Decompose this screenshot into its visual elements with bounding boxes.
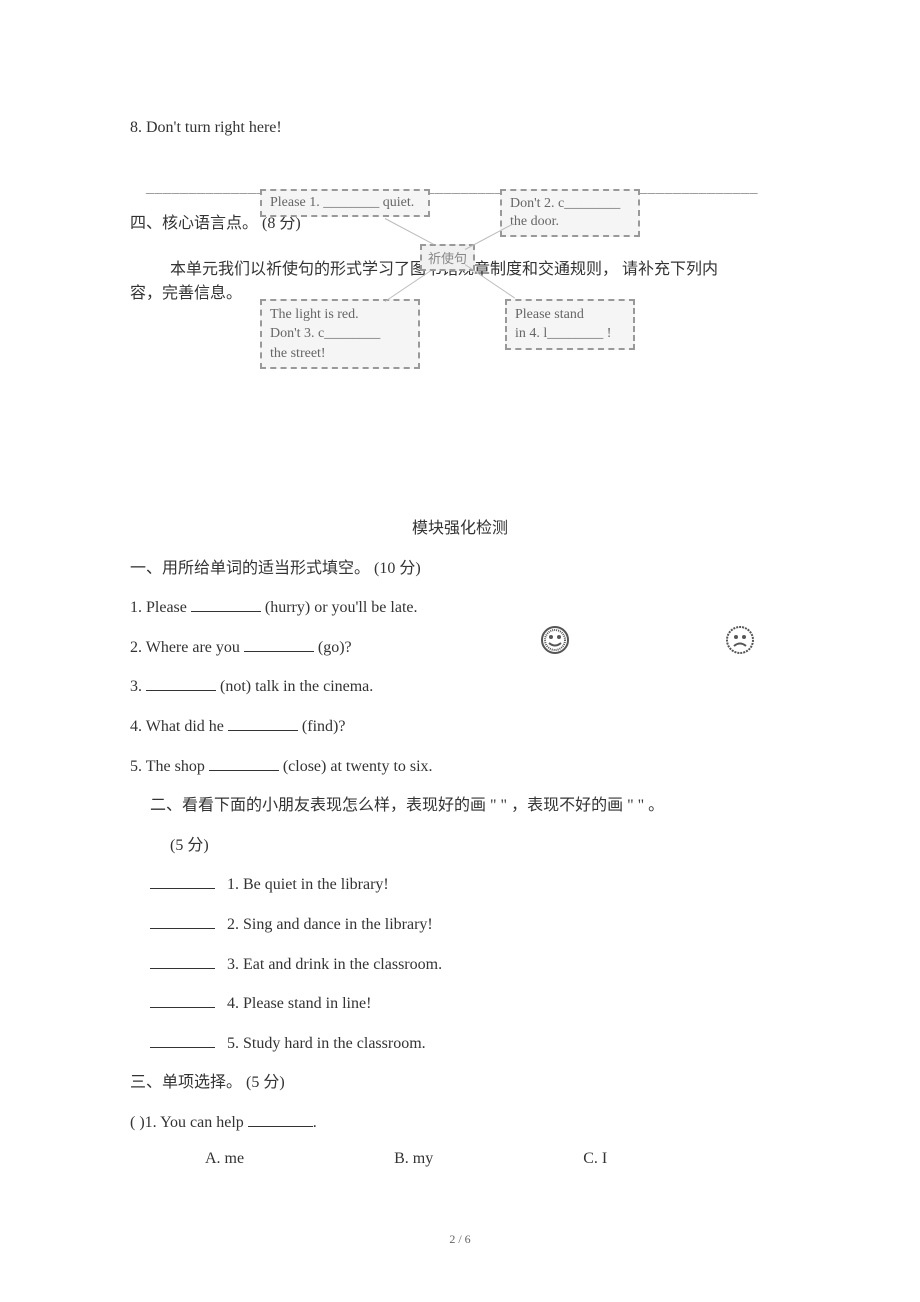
part1-q2b: (go)?	[314, 639, 352, 656]
part2-q1: 1. Be quiet in the library!	[130, 872, 790, 898]
part1-q1b: (hurry) or you'll be late.	[261, 599, 418, 616]
diagram-box-4: Please stand in 4. l________ !	[505, 299, 635, 350]
diagram-box-4b: in 4. l________ !	[515, 324, 625, 344]
blank	[244, 636, 314, 652]
diagram-line-1	[385, 218, 434, 245]
diagram-box-3c: the street!	[270, 344, 410, 364]
part1-q1: 1. Please (hurry) or you'll be late.	[130, 595, 790, 621]
diagram-box-1: Please 1. ________ quiet.	[260, 189, 430, 217]
question-8: 8. Don't turn right here!	[130, 115, 790, 141]
blank	[150, 1032, 215, 1048]
part2-q5-text: 5. Study hard in the classroom.	[227, 1035, 426, 1052]
blank	[146, 675, 216, 691]
blank	[150, 992, 215, 1008]
blank	[228, 715, 298, 731]
diagram-box-3b: Don't 3. c________	[270, 324, 410, 344]
part1-q5b: (close) at twenty to six.	[279, 758, 433, 775]
part2-q1-text: 1. Be quiet in the library!	[227, 876, 389, 893]
part1-q3a: 3.	[130, 678, 146, 695]
q8-answer-line: ________________________________________…	[146, 179, 758, 197]
blank	[248, 1111, 313, 1127]
diagram-box-3: The light is red. Don't 3. c________ the…	[260, 299, 420, 370]
blank	[150, 953, 215, 969]
part2-q3: 3. Eat and drink in the classroom.	[130, 952, 790, 978]
blank	[150, 873, 215, 889]
part2-q2: 2. Sing and dance in the library!	[130, 912, 790, 938]
part1-q1a: 1. Please	[130, 599, 191, 616]
part1-q2a: 2. Where are you	[130, 639, 244, 656]
section-4-intro-2: 容，完善信息。	[130, 279, 242, 303]
part1-q3: 3. (not) talk in the cinema.	[130, 674, 790, 700]
part2-q3-text: 3. Eat and drink in the classroom.	[227, 956, 442, 973]
part-3-title: 三、单项选择。 (5 分)	[130, 1070, 790, 1096]
blank	[150, 913, 215, 929]
part2-q2-text: 2. Sing and dance in the library!	[227, 916, 433, 933]
part3-q1b: .	[313, 1114, 317, 1131]
module-test-title: 模块强化检测	[130, 514, 790, 538]
option-a: A. me	[205, 1150, 244, 1168]
part-2-title-2: (5 分)	[130, 833, 790, 859]
blank	[191, 596, 261, 612]
diagram-box-2: Don't 2. c________ the door.	[500, 189, 640, 237]
sad-face-icon	[725, 625, 755, 655]
diagram-box-2-text: Don't 2. c________ the door.	[510, 196, 620, 229]
part1-q2: 2. Where are you (go)?	[130, 635, 790, 661]
option-c: C. I	[583, 1150, 607, 1168]
blank	[209, 755, 279, 771]
diagram-box-4a: Please stand	[515, 305, 625, 325]
part1-q4b: (find)?	[298, 718, 346, 735]
part1-q3b: (not) talk in the cinema.	[216, 678, 373, 695]
part2-q4-text: 4. Please stand in line!	[227, 995, 371, 1012]
diagram-box-3a: The light is red.	[270, 305, 410, 325]
smile-face-icon	[540, 625, 570, 655]
option-b: B. my	[394, 1150, 433, 1168]
part3-q1a: ( )1. You can help	[130, 1114, 248, 1131]
part3-q1-options: A. me B. my C. I	[130, 1150, 790, 1168]
part1-q5a: 5. The shop	[130, 758, 209, 775]
part1-q4a: 4. What did he	[130, 718, 228, 735]
part2-q4: 4. Please stand in line!	[130, 991, 790, 1017]
part3-q1: ( )1. You can help .	[130, 1110, 790, 1136]
part2-q5: 5. Study hard in the classroom.	[130, 1031, 790, 1057]
part-1-title: 一、用所给单词的适当形式填空。 (10 分)	[130, 556, 790, 582]
part1-q5: 5. The shop (close) at twenty to six.	[130, 754, 790, 780]
diagram-container: ________________________________________…	[130, 149, 790, 349]
part1-q4: 4. What did he (find)?	[130, 714, 790, 740]
page-number: 2 / 6	[0, 1232, 920, 1247]
part-2-title-1: 二、看看下面的小朋友表现怎么样，表现好的画 " " ，表现不好的画 " " 。	[130, 793, 790, 819]
